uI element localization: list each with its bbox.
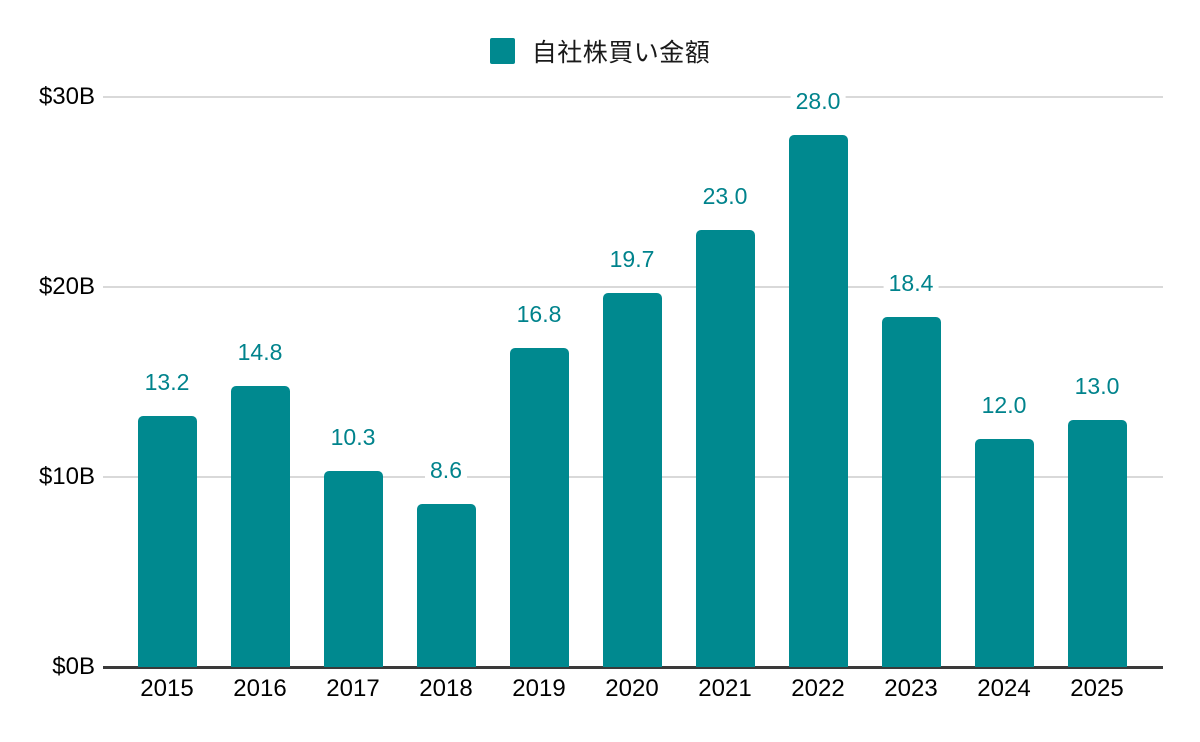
bar: [882, 317, 941, 667]
x-axis-tick-label: 2021: [698, 675, 752, 702]
y-axis-tick-label: $30B: [38, 83, 95, 110]
x-axis-baseline: [103, 666, 1163, 669]
bar: [510, 347, 569, 667]
bar: [789, 135, 848, 667]
x-axis-tick-label: 2022: [791, 675, 845, 702]
x-axis-tick-label: 2024: [977, 675, 1031, 702]
x-axis-tick-label: 2019: [512, 675, 566, 702]
y-axis-tick-label: $10B: [38, 463, 95, 490]
bar-value-label: 28.0: [790, 88, 846, 114]
bar: [231, 385, 290, 667]
bar-value-label: 13.0: [1069, 373, 1125, 399]
legend-label: 自社株買い金額: [531, 39, 711, 67]
bar: [417, 503, 476, 667]
bar-value-label: 13.2: [139, 369, 195, 396]
x-axis-tick-label: 2023: [884, 675, 938, 702]
x-axis-tick-label: 2015: [140, 675, 194, 702]
bar-value-label: 19.7: [604, 245, 660, 272]
gridline: [103, 286, 1163, 288]
bar-value-label: 12.0: [976, 392, 1032, 418]
gridline: [103, 96, 1163, 98]
bar-value-label: 10.3: [325, 424, 381, 451]
bar-value-label: 8.6: [425, 456, 467, 483]
y-axis-tick-label: $0B: [52, 653, 95, 680]
bar: [1068, 420, 1127, 667]
y-axis-tick-label: $20B: [38, 273, 95, 300]
bar-value-label: 14.8: [232, 338, 288, 365]
x-axis-tick-label: 2018: [419, 675, 473, 702]
bar: [975, 439, 1034, 667]
bar-value-label: 23.0: [697, 183, 753, 209]
bar: [603, 292, 662, 667]
x-axis-tick-label: 2025: [1070, 675, 1124, 702]
bar-value-label: 16.8: [511, 300, 567, 327]
legend: 自社株買い金額: [0, 33, 1200, 69]
bar: [324, 471, 383, 667]
bar: [696, 230, 755, 667]
x-axis-tick-label: 2017: [326, 675, 380, 702]
bar: [138, 416, 197, 667]
x-axis-tick-label: 2016: [233, 675, 287, 702]
bar-value-label: 18.4: [883, 270, 939, 297]
x-axis-tick-label: 2020: [605, 675, 659, 702]
legend-swatch-icon: [489, 38, 515, 64]
